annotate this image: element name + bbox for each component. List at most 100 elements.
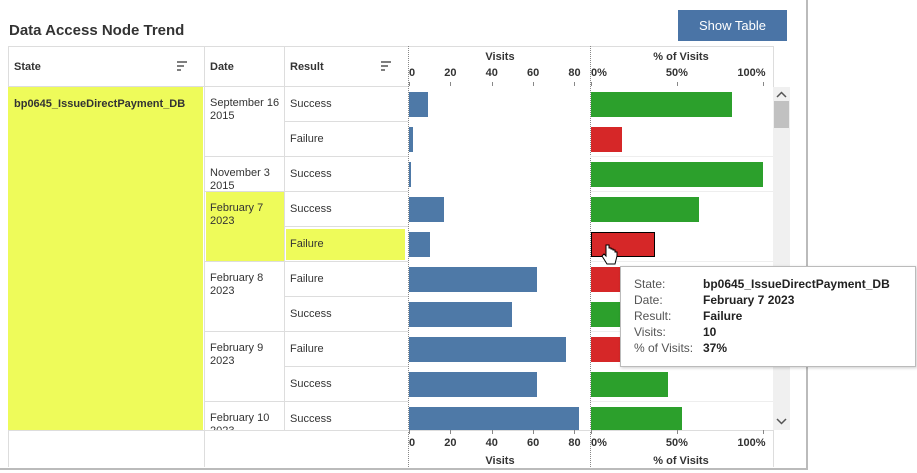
x-tick-label: 0 (409, 67, 416, 79)
tick-mark (574, 430, 576, 434)
col-line (284, 46, 285, 430)
result-label: Success (290, 168, 332, 180)
col-line (590, 46, 591, 467)
result-label: Success (290, 413, 332, 425)
tooltip-value: bp0645_IssueDirectPayment_DB (703, 277, 890, 291)
x-tick-label: 0% (591, 437, 607, 449)
cursor (601, 244, 618, 265)
visits-bar (409, 197, 445, 222)
tooltip-value: February 7 2023 (703, 293, 795, 307)
table-body: September 16 2015 Success Failure November … (0, 87, 790, 430)
row-line (204, 261, 408, 262)
result-label: Failure (290, 273, 324, 285)
header-bottom-line (8, 86, 408, 87)
tick-mark (409, 430, 410, 434)
result-header: Result (290, 61, 324, 73)
row-line (285, 121, 408, 122)
tick-mark (676, 430, 678, 434)
tick-mark (574, 82, 576, 86)
tooltip-value: Failure (703, 309, 743, 323)
tick-mark (591, 430, 592, 434)
axis-title: % of Visits (653, 455, 709, 467)
pct-bar (591, 372, 669, 397)
state-cell (8, 87, 203, 430)
pct-bar (591, 162, 763, 187)
axis-title: Visits (485, 455, 515, 467)
tick-mark (533, 430, 535, 434)
row-line (285, 366, 408, 367)
row-line (590, 156, 773, 157)
row-line (590, 191, 773, 192)
result-label: Success (290, 203, 332, 215)
sort-icon[interactable] (176, 60, 188, 72)
row-line (590, 401, 773, 402)
tooltip-label: State: (634, 277, 666, 291)
x-tick-label: 80 (568, 67, 581, 79)
row-line (204, 331, 408, 332)
visits-bar (409, 162, 412, 187)
visits-bar (409, 302, 513, 327)
x-tick-label: 50% (665, 67, 688, 79)
frame (0, 0, 808, 470)
pct-bar (591, 92, 732, 117)
tooltip-label: Date: (634, 293, 663, 307)
tick-mark (450, 430, 452, 434)
result-label: Failure (290, 343, 324, 355)
header-top-line (8, 46, 773, 47)
tick-mark (491, 430, 493, 434)
tick-mark (533, 82, 535, 86)
show-table-button[interactable]: Show Table (678, 10, 787, 41)
x-tick-label: 60 (526, 437, 540, 449)
title: Data Access Node Trend (9, 22, 185, 39)
scrollbar[interactable] (773, 87, 790, 430)
row-line (285, 296, 408, 297)
tooltip-label: Result: (634, 309, 672, 323)
x-tick-label: 40 (485, 437, 498, 449)
result-cell-highlight (286, 229, 405, 260)
tick-mark (762, 430, 764, 434)
visits-bar (409, 407, 579, 430)
visits-bar (409, 127, 414, 152)
tooltip-value: 37% (703, 341, 728, 355)
x-tick-label: 0 (409, 437, 416, 449)
footer-line (8, 430, 773, 431)
date-label: September 16 2015 (210, 97, 280, 122)
result-label: Success (290, 308, 332, 320)
x-tick-label: 80 (568, 437, 581, 449)
x-tick-label: 20 (444, 437, 457, 449)
tooltip-value: 10 (703, 325, 717, 339)
tick-mark (762, 82, 764, 86)
date-header: Date (210, 61, 234, 73)
pct-bar (591, 127, 622, 152)
tick-mark (450, 82, 452, 86)
visits-bar (409, 337, 567, 362)
row-line (285, 226, 408, 227)
sort-icon[interactable] (380, 60, 392, 72)
col-line (204, 46, 205, 467)
date-label: February 9 2023 (210, 342, 264, 367)
row-line (590, 261, 773, 262)
tick-mark (676, 82, 678, 86)
col-line (408, 46, 409, 467)
row-line (204, 156, 408, 157)
axis-title: Visits (485, 51, 515, 63)
tooltip-label: Visits: (634, 325, 666, 339)
result-label: Failure (290, 238, 324, 250)
visits-bar (409, 232, 430, 257)
x-tick-label: 100% (737, 437, 766, 449)
result-label: Failure (290, 133, 324, 145)
date-label: February 8 2023 (210, 272, 264, 297)
x-tick-label: 60 (526, 67, 540, 79)
result-label: Success (290, 98, 332, 110)
tick-mark (491, 82, 493, 86)
date-cell-highlight (206, 192, 284, 262)
pct-bar (591, 407, 682, 430)
tooltip-label: % of Visits: (634, 341, 694, 355)
tick-mark (409, 82, 410, 86)
axis-title: % of Visits (653, 51, 709, 63)
visits-bar (409, 372, 538, 397)
state-header: State (14, 61, 41, 73)
pct-bar (591, 232, 655, 257)
visits-bar (409, 92, 428, 117)
